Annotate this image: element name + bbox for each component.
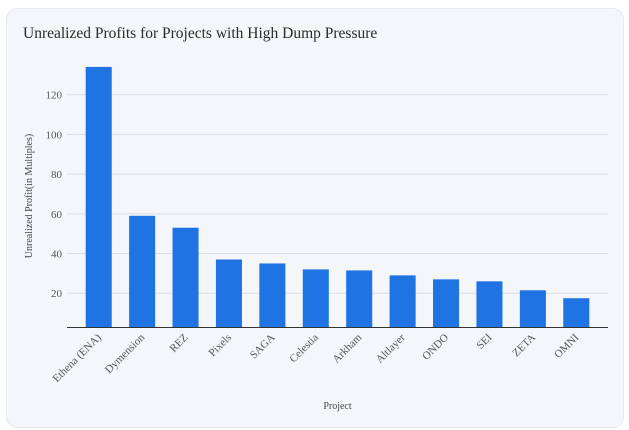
x-tick-label: Arkham bbox=[330, 331, 364, 365]
x-tick-label: Ethena (ENA) bbox=[51, 331, 104, 384]
x-tick-label: Dymension bbox=[103, 331, 148, 376]
bar bbox=[302, 269, 329, 327]
bar bbox=[346, 270, 373, 327]
bar bbox=[129, 215, 156, 327]
bar bbox=[172, 227, 199, 327]
bar bbox=[519, 290, 546, 327]
x-tick-label: ZETA bbox=[510, 332, 538, 360]
x-tick-label: ONDO bbox=[420, 332, 451, 363]
x-tick-label: SEI bbox=[474, 331, 494, 351]
y-axis-title: Unrealized Profit(in Multiples) bbox=[24, 134, 35, 258]
y-tick-label: 120 bbox=[46, 90, 63, 102]
y-tick-label: 80 bbox=[51, 169, 63, 181]
y-tick-label: 20 bbox=[51, 288, 63, 300]
bars bbox=[85, 66, 590, 327]
bar bbox=[389, 275, 416, 327]
bar bbox=[476, 281, 503, 327]
x-tick-label: OMNI bbox=[552, 331, 581, 360]
x-tick-label: Altlayer bbox=[374, 331, 408, 365]
y-tick-label: 60 bbox=[51, 209, 63, 221]
x-tick-label: SAGA bbox=[248, 332, 278, 362]
x-tick-label: REZ bbox=[167, 331, 190, 354]
y-tick-labels: 20 40 60 80 100 120 bbox=[46, 90, 63, 301]
bar bbox=[259, 263, 286, 327]
gridlines bbox=[67, 94, 608, 294]
x-tick-label: Pixels bbox=[207, 332, 235, 360]
bar bbox=[85, 66, 112, 327]
y-tick-label: 100 bbox=[46, 129, 63, 141]
x-tick-labels: Ethena (ENA) Dymension REZ Pixels SAGA Celest… bbox=[51, 331, 582, 385]
bar bbox=[563, 298, 590, 327]
bar bbox=[433, 279, 460, 327]
x-axis-title: Project bbox=[323, 401, 352, 412]
y-tick-label: 40 bbox=[51, 249, 63, 261]
chart-title: Unrealized Profits for Projects with Hig… bbox=[23, 25, 378, 42]
x-tick-label: Celestia bbox=[287, 332, 321, 366]
bar bbox=[215, 259, 242, 327]
